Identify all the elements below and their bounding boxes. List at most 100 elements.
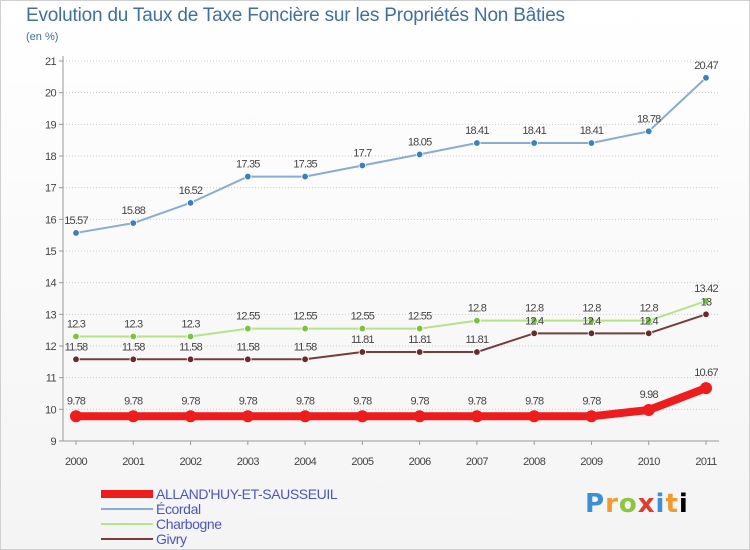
data-point: [642, 403, 655, 416]
y-tick-label: 16: [45, 214, 57, 226]
data-label: 12.8: [582, 303, 601, 315]
data-point: [587, 316, 596, 325]
y-tick-label: 12: [45, 341, 57, 353]
data-label: 11.81: [408, 334, 431, 346]
legend-label: ALLAND'HUY-ET-SAUSSEUIL: [156, 486, 338, 502]
data-point: [72, 355, 80, 363]
proxiti-logo: Proxiti: [585, 489, 689, 519]
data-point: [585, 410, 598, 423]
data-label: 18.41: [465, 125, 489, 137]
data-label: 11.58: [65, 341, 88, 353]
data-label: 9.78: [353, 395, 372, 407]
data-label: 12.8: [468, 303, 487, 315]
data-point: [473, 139, 481, 147]
x-tick-label: 2006: [409, 456, 432, 468]
data-point: [587, 329, 596, 338]
data-point: [528, 410, 541, 423]
data-label: 9.78: [67, 395, 86, 407]
data-point: [301, 355, 309, 363]
axes: 9 10 11 12 13 14 15 16 17 18 19 20 21 2000 2001 2002 200…: [45, 56, 719, 468]
data-label: 9.78: [124, 395, 143, 407]
legend-label: Écordal: [156, 501, 201, 517]
unit-label: (en %): [26, 31, 59, 43]
data-label: 12.55: [408, 311, 432, 323]
data-point: [702, 74, 710, 82]
data-label: 12.3: [67, 319, 86, 331]
data-label: 12.55: [351, 311, 375, 323]
data-point: [72, 229, 80, 237]
data-label: 9.78: [239, 395, 258, 407]
data-point: [356, 410, 369, 423]
data-point: [129, 332, 137, 341]
data-label: 11.58: [294, 341, 317, 353]
data-label: 15.57: [64, 215, 88, 227]
data-label: 9.78: [411, 395, 430, 407]
y-tick-label: 11: [46, 373, 57, 385]
data-label: 12.55: [293, 311, 317, 323]
data-label: 11.81: [466, 334, 489, 346]
data-label: 11.58: [236, 341, 259, 353]
data-label: 12.3: [124, 319, 143, 331]
data-point: [700, 382, 712, 395]
y-tick-label: 19: [45, 119, 57, 131]
data-label: 12.8: [525, 303, 544, 315]
data-point: [299, 410, 312, 423]
data-label: 11.58: [179, 341, 202, 353]
data-point: [129, 219, 137, 227]
data-label: 11.58: [122, 341, 145, 353]
series-lines: [70, 74, 712, 423]
x-tick-label: 2004: [294, 456, 317, 468]
data-point: [530, 329, 538, 338]
x-tick-label: 2010: [638, 456, 661, 468]
data-label: 12.55: [236, 311, 260, 323]
grid: [63, 60, 719, 442]
y-tick-label: 20: [45, 88, 57, 100]
data-label: 15.88: [122, 205, 146, 217]
data-label: 13.42: [694, 283, 718, 295]
data-label: 9.78: [296, 395, 315, 407]
data-point: [530, 316, 538, 325]
data-label: 18.41: [522, 125, 546, 137]
data-point: [127, 410, 140, 423]
y-tick-label: 13: [45, 309, 57, 321]
legend-swatch: [101, 508, 153, 510]
data-label: 17.7: [353, 148, 372, 160]
data-label: 10.67: [694, 367, 718, 379]
x-tick-label: 2011: [695, 456, 717, 468]
data-point: [301, 324, 309, 333]
data-label: 12.8: [640, 303, 659, 315]
data-point: [244, 324, 252, 333]
data-label: 12.4: [525, 315, 544, 327]
series-line: [75, 300, 707, 338]
legend-label: Charbogne: [156, 516, 222, 532]
x-tick-label: 2000: [65, 456, 88, 468]
data-point: [186, 199, 195, 207]
y-tick-label: 9: [50, 436, 56, 448]
data-point: [241, 410, 254, 423]
data-point: [473, 348, 481, 356]
data-label: 17.35: [293, 159, 317, 171]
data-label: 12.3: [181, 319, 200, 331]
data-label: 18.41: [580, 125, 604, 137]
data-label: 12.4: [640, 315, 659, 327]
data-point: [702, 310, 710, 319]
data-label: 18.78: [637, 113, 661, 125]
x-tick-label: 2003: [237, 456, 260, 468]
data-label: 13: [701, 296, 712, 308]
data-point: [470, 410, 483, 423]
data-point: [244, 355, 252, 363]
data-label: 9.78: [525, 395, 544, 407]
data-point: [415, 348, 424, 356]
y-tick-label: 15: [45, 246, 57, 258]
data-label: 16.52: [179, 185, 203, 197]
y-tick-label: 21: [45, 56, 57, 68]
x-tick-label: 2008: [523, 456, 546, 468]
data-point: [645, 329, 653, 338]
series-line: [75, 76, 707, 234]
data-point: [415, 324, 424, 333]
legend-swatch: [101, 523, 153, 525]
data-label: 9.78: [181, 395, 200, 407]
data-point: [473, 316, 481, 325]
